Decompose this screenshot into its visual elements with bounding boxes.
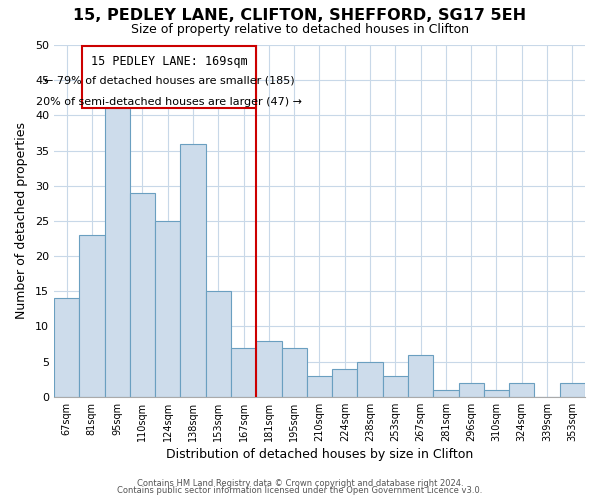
Y-axis label: Number of detached properties: Number of detached properties (15, 122, 28, 320)
Bar (358, 362, 383, 397)
Bar (560, 382, 585, 397)
Bar (104, 108, 130, 397)
Text: ← 79% of detached houses are smaller (185): ← 79% of detached houses are smaller (18… (44, 76, 295, 86)
Text: 20% of semi-detached houses are larger (47) →: 20% of semi-detached houses are larger (… (36, 97, 302, 107)
FancyBboxPatch shape (82, 46, 256, 108)
Text: Size of property relative to detached houses in Clifton: Size of property relative to detached ho… (131, 22, 469, 36)
Text: 15 PEDLEY LANE: 169sqm: 15 PEDLEY LANE: 169sqm (91, 55, 247, 68)
Bar (281, 348, 307, 397)
Bar (433, 390, 458, 397)
X-axis label: Distribution of detached houses by size in Clifton: Distribution of detached houses by size … (166, 448, 473, 461)
Bar (231, 348, 256, 397)
Bar (130, 193, 155, 397)
Bar (307, 376, 332, 397)
Bar (484, 390, 509, 397)
Bar (458, 382, 484, 397)
Bar (155, 221, 181, 397)
Bar (54, 298, 79, 397)
Text: Contains public sector information licensed under the Open Government Licence v3: Contains public sector information licen… (118, 486, 482, 495)
Bar (79, 235, 104, 397)
Bar (256, 340, 281, 397)
Text: Contains HM Land Registry data © Crown copyright and database right 2024.: Contains HM Land Registry data © Crown c… (137, 478, 463, 488)
Bar (181, 144, 206, 397)
Bar (206, 292, 231, 397)
Bar (408, 354, 433, 397)
Bar (383, 376, 408, 397)
Bar (509, 382, 535, 397)
Text: 15, PEDLEY LANE, CLIFTON, SHEFFORD, SG17 5EH: 15, PEDLEY LANE, CLIFTON, SHEFFORD, SG17… (73, 8, 527, 22)
Bar (332, 368, 358, 397)
